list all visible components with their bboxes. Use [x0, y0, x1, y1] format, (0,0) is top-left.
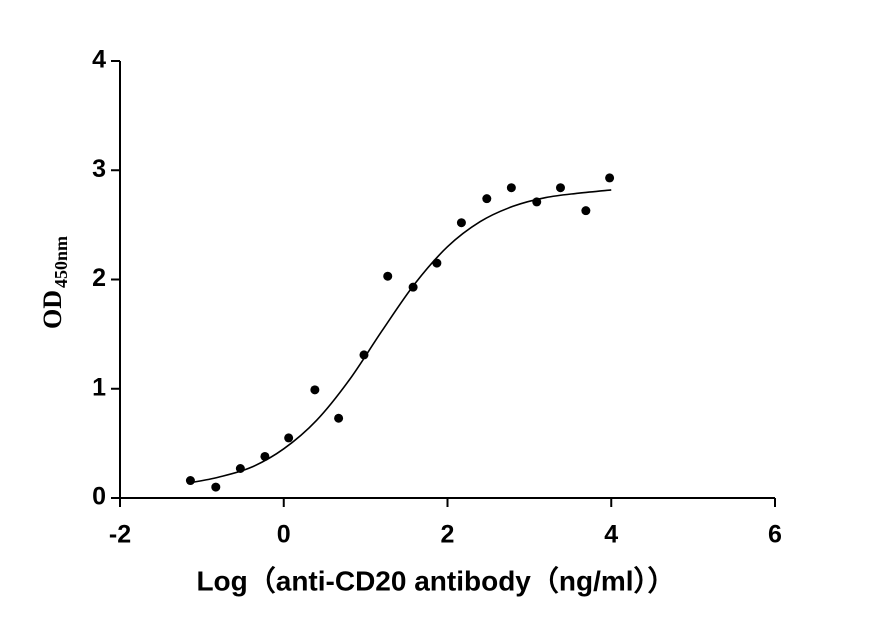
y-tick-label: 4	[92, 46, 106, 74]
x-tick-label: 4	[604, 521, 618, 549]
x-tick-label: 0	[277, 521, 291, 549]
data-point	[310, 385, 320, 395]
y-tick-label: 2	[92, 264, 106, 292]
data-point	[185, 476, 195, 486]
data-point	[456, 218, 466, 228]
y-axis-label: OD	[38, 290, 67, 329]
y-axis-label-subscript: 450nm	[51, 236, 71, 288]
data-point	[555, 183, 565, 193]
data-point	[605, 173, 615, 183]
x-tick-label: 2	[441, 521, 455, 549]
data-point	[284, 433, 294, 443]
data-point	[383, 271, 393, 281]
x-axis-label: Log（anti-CD20 antibody（ng/ml））	[196, 564, 675, 596]
data-point	[359, 350, 369, 360]
data-point	[506, 183, 516, 193]
y-tick-label: 3	[92, 155, 106, 183]
y-tick-label: 0	[92, 483, 106, 511]
x-tick-label: 6	[768, 521, 782, 549]
fit-curve	[190, 189, 612, 484]
data-point	[334, 413, 344, 423]
data-point	[581, 206, 591, 216]
y-tick-label: 1	[92, 373, 106, 401]
data-point	[211, 482, 221, 492]
x-tick-label: -2	[109, 521, 131, 549]
y-axis-label-group: OD 450nm	[38, 236, 71, 329]
data-point	[482, 194, 492, 204]
